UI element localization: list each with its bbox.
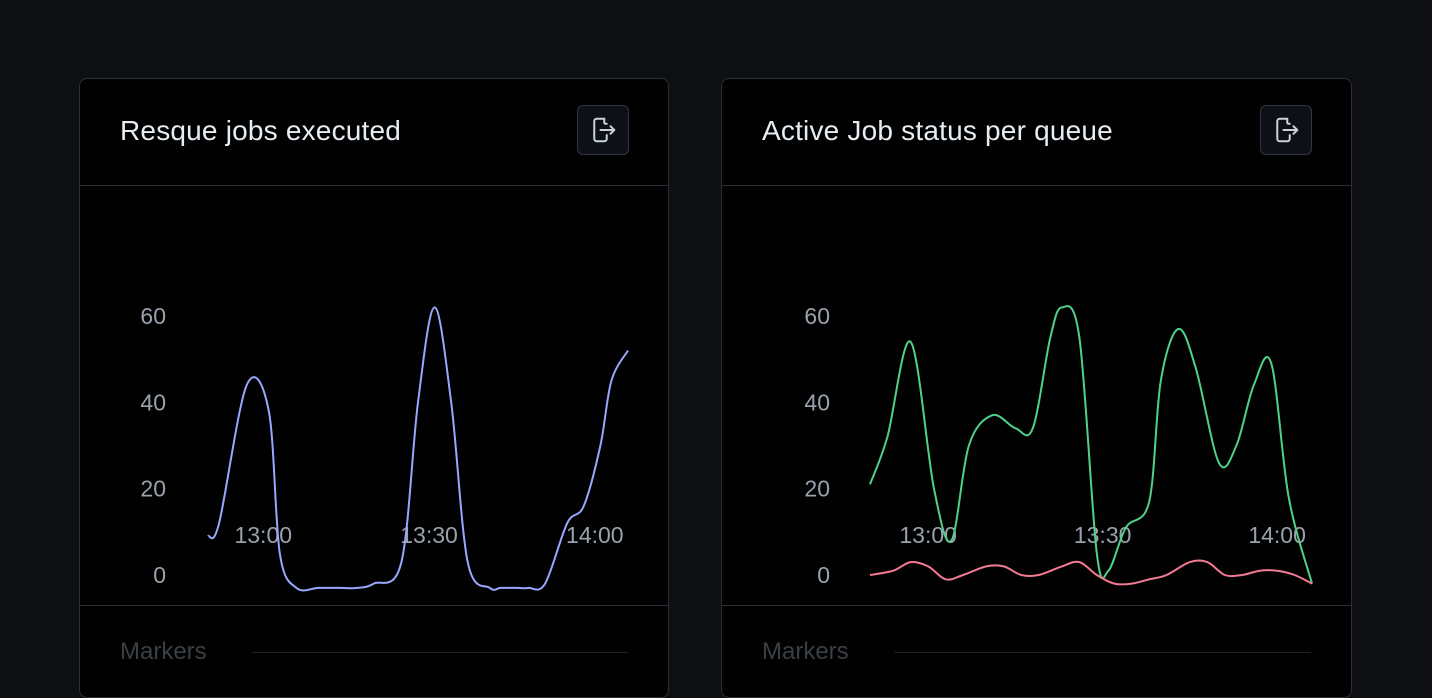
panel-title: Resque jobs executed — [120, 115, 402, 146]
panel-header: Active Job status per queue — [722, 79, 1351, 186]
panel-header: Resque jobs executed — [80, 79, 668, 186]
markers-section: Markers — [80, 605, 668, 697]
series-line-0 — [207, 306, 629, 592]
y-tick-label: 60 — [140, 303, 166, 329]
markers-section: Markers — [722, 605, 1351, 697]
x-tick-label: 13:30 — [400, 522, 458, 548]
export-button[interactable] — [1260, 105, 1312, 155]
x-tick-label: 13:00 — [899, 522, 957, 548]
export-icon — [1276, 117, 1299, 143]
chart-resque-jobs: 60 40 20 0 13:00 13:30 14:00 — [80, 185, 668, 605]
y-tick-label: 20 — [804, 476, 830, 502]
export-icon — [593, 117, 616, 143]
x-tick-label: 14:00 — [566, 522, 624, 548]
y-tick-label: 40 — [804, 389, 830, 415]
panel-resque-jobs: Resque jobs executed 60 40 20 0 13:00 13:30 14… — [79, 78, 669, 698]
chart-active-job-status: 60 40 20 0 13:00 13:30 14:00 — [722, 185, 1351, 605]
y-tick-label: 20 — [140, 476, 166, 502]
divider — [252, 652, 628, 653]
y-tick-label: 0 — [817, 562, 830, 588]
series-line-1 — [869, 559, 1313, 586]
panel-active-job-status: Active Job status per queue 60 40 20 0 13:00… — [721, 78, 1352, 698]
markers-label: Markers — [120, 638, 207, 665]
y-tick-label: 0 — [153, 562, 166, 588]
series-line-0 — [869, 305, 1313, 584]
markers-label: Markers — [762, 638, 849, 665]
y-tick-label: 40 — [140, 389, 166, 415]
panel-title: Active Job status per queue — [762, 115, 1113, 146]
y-tick-label: 60 — [804, 303, 830, 329]
line-chart: 60 40 20 0 13:00 13:30 14:00 — [140, 303, 629, 592]
export-button[interactable] — [577, 105, 629, 155]
x-tick-label: 13:00 — [234, 522, 292, 548]
divider — [894, 652, 1311, 653]
